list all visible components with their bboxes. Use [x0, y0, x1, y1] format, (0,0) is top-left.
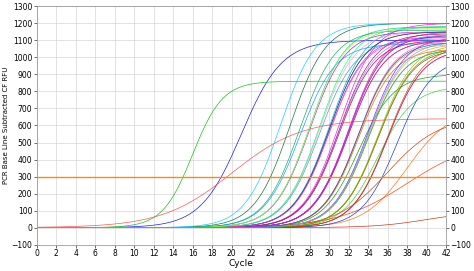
Y-axis label: PCR Base Line Subtracted CF RFU: PCR Base Line Subtracted CF RFU: [3, 67, 9, 184]
X-axis label: Cycle: Cycle: [229, 259, 254, 268]
